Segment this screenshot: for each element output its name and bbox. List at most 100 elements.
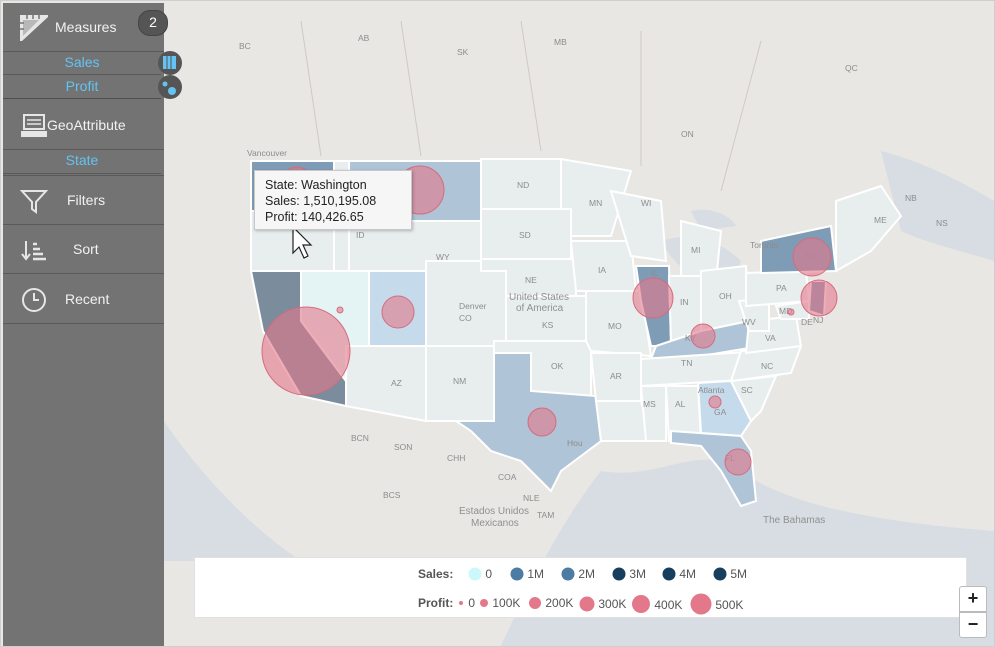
legend-swatch-4m (662, 567, 676, 581)
label-me: ME (874, 215, 887, 225)
label-nm: NM (453, 376, 466, 386)
zoom-in-button[interactable]: + (959, 586, 987, 612)
state-new-england (835, 184, 903, 273)
geoattribute-section[interactable]: GeoAttribute (3, 101, 164, 150)
recent-section[interactable]: Recent (3, 275, 164, 324)
map-canvas[interactable]: BC AB SK MB ON QC NB NS ID ND SD NE KS O… (164, 3, 994, 646)
label-mn: MN (589, 198, 602, 208)
legend-bubble-0 (459, 601, 463, 605)
bubble-california (261, 306, 351, 396)
color-scale-icon (163, 56, 176, 69)
legend-bubble-200k (529, 597, 541, 609)
measure-item-sales[interactable]: Sales (3, 51, 161, 75)
sort-icon (21, 241, 46, 261)
label-chh: CHH (447, 453, 465, 463)
label-ar: AR (610, 371, 622, 381)
measures-count-badge: 2 (138, 10, 168, 36)
bubble-new-jersey (800, 279, 838, 317)
label-denver: Denver (459, 301, 487, 311)
label-ne: NE (525, 275, 537, 285)
state-tooltip: State: Washington Sales: 1,510,195.08 Pr… (254, 170, 412, 230)
label-nb: NB (905, 193, 917, 203)
label-al: AL (675, 399, 686, 409)
label-usa-1: United States (509, 292, 569, 303)
sort-label: Sort (73, 241, 99, 257)
label-coa: COA (498, 472, 517, 482)
label-nj: NJ (813, 315, 823, 325)
legend-profit-0: 0 (468, 596, 476, 610)
label-houston: Hou (567, 438, 583, 448)
bubble-new-york (792, 237, 832, 277)
label-nc: NC (761, 361, 773, 371)
label-ia: IA (598, 265, 606, 275)
label-mexico-2: Mexicanos (471, 518, 519, 529)
legend-sales-3m: 3M (629, 567, 647, 581)
label-qc: QC (845, 63, 858, 73)
label-mi: MI (691, 245, 700, 255)
state-wisconsin (609, 189, 668, 263)
filters-label: Filters (67, 192, 106, 208)
tooltip-sales: Sales: 1,510,195.08 (265, 194, 377, 208)
label-nle: NLE (523, 493, 540, 503)
bubble-kentucky (690, 323, 716, 349)
measures-section[interactable]: Measures 2 (3, 3, 168, 52)
legend-swatch-1m (510, 567, 524, 581)
label-id: ID (356, 230, 365, 240)
bubble-illinois (632, 277, 674, 319)
bubble-florida (724, 448, 752, 476)
mouse-cursor-icon (292, 225, 313, 259)
label-mexico-1: Estados Unidos (459, 506, 529, 517)
label-wy: WY (436, 252, 450, 262)
label-wv: WV (742, 317, 756, 327)
label-oh: OH (719, 291, 732, 301)
label-ms: MS (643, 399, 656, 409)
label-va: VA (765, 333, 776, 343)
label-bahamas: The Bahamas (763, 515, 825, 526)
label-mo: MO (608, 321, 622, 331)
filter-icon (19, 190, 49, 214)
label-ns: NS (936, 218, 948, 228)
legend-profit-500k: 500K (715, 598, 744, 612)
sales-color-toggle[interactable] (158, 51, 182, 75)
label-il: IL (651, 268, 658, 278)
legend-sales-0: 0 (485, 567, 493, 581)
map-labels: BC AB SK MB ON QC NB NS ID ND SD NE KS O… (239, 33, 948, 520)
label-sd: SD (519, 230, 531, 240)
profit-bubble-toggle[interactable] (158, 75, 182, 99)
bubble-maryland (787, 308, 795, 316)
tooltip-state: State: Washington (265, 178, 367, 192)
bubble-nevada (336, 306, 344, 314)
legend-bubble-500k (690, 593, 712, 615)
sidebar: Measures 2 Sales Profit GeoAttribute (3, 3, 182, 646)
label-pa: PA (776, 283, 787, 293)
legend-profit-title: Profit: (418, 596, 454, 610)
legend-sales-2m: 2M (578, 567, 596, 581)
clock-icon (22, 288, 46, 312)
bubble-size-icon (162, 81, 176, 95)
geo-item-state[interactable]: State (3, 149, 161, 174)
legend-swatch-3m (612, 567, 626, 581)
filters-section[interactable]: Filters (3, 175, 164, 225)
label-mb: MB (554, 37, 567, 47)
map-legend: Sales: 0 1M 2M 3M 4M 5M Profit: 0 100K 2… (194, 557, 967, 618)
label-ab: AB (358, 33, 370, 43)
state-minnesota (560, 157, 633, 237)
label-ga: GA (714, 407, 727, 417)
label-tam: TAM (537, 510, 554, 520)
legend-profit-300k: 300K (598, 597, 627, 611)
map-view[interactable]: BC AB SK MB ON QC NB NS ID ND SD NE KS O… (164, 3, 994, 646)
label-ks: KS (542, 320, 554, 330)
layers-icon (21, 114, 47, 137)
label-co: CO (459, 313, 472, 323)
zoom-out-button[interactable]: − (959, 612, 987, 638)
measure-item-profit[interactable]: Profit (3, 75, 161, 99)
bubble-texas (527, 407, 557, 437)
label-ok: OK (551, 361, 564, 371)
measures-label: Measures (55, 19, 117, 35)
legend-sales-title: Sales: (418, 567, 454, 581)
label-toronto: Toronto (750, 240, 779, 250)
sort-section[interactable]: Sort (3, 225, 164, 274)
label-de: DE (801, 317, 813, 327)
label-bcs: BCS (383, 490, 401, 500)
